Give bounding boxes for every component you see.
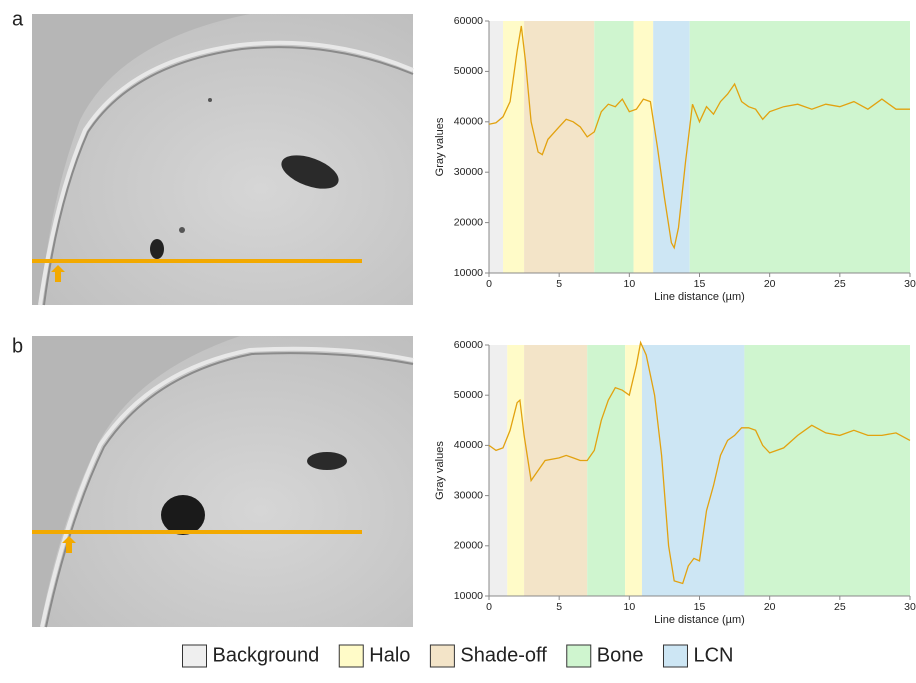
x-tick-label: 10 [623,278,635,290]
x-tick-label: 0 [486,278,492,290]
panel-label: a [12,8,24,30]
x-axis-title: Line distance (µm) [654,614,745,626]
y-tick-label: 10000 [454,590,483,602]
x-tick-label: 5 [556,601,562,613]
micrograph [32,336,413,627]
region-band [503,21,524,273]
legend-label: Background [213,644,320,666]
y-tick-label: 30000 [454,489,483,501]
x-tick-label: 20 [764,278,776,290]
region-band [489,345,507,596]
y-tick-label: 40000 [454,439,483,451]
y-axis-title: Gray values [434,117,446,176]
legend-swatch [567,645,591,667]
legend: Background Halo Shade-off Bone LCN [183,644,734,667]
x-tick-label: 30 [904,278,916,290]
legend-label: Halo [369,644,410,666]
y-tick-label: 60000 [454,15,483,27]
legend-swatch [430,645,454,667]
legend-label: Shade-off [460,644,547,666]
y-tick-label: 30000 [454,166,483,178]
legend-label: Bone [597,644,644,666]
micrograph [32,14,413,305]
region-band [634,21,654,273]
figure: a b Background Halo Shade-off Bone LCN 10000… [0,0,916,678]
y-tick-label: 40000 [454,116,483,128]
region-band [625,345,642,596]
legend-swatch [183,645,207,667]
region-band [524,21,594,273]
x-tick-label: 5 [556,278,562,290]
region-band [690,21,910,273]
legend-label: LCN [693,644,733,666]
y-tick-label: 50000 [454,389,483,401]
y-tick-label: 50000 [454,65,483,77]
x-tick-label: 0 [486,601,492,613]
legend-swatch [663,645,687,667]
region-band [594,21,633,273]
x-tick-label: 25 [834,278,846,290]
region-band [507,345,524,596]
x-tick-label: 15 [694,278,706,290]
x-tick-label: 10 [623,601,635,613]
y-tick-label: 10000 [454,267,483,279]
region-band [744,345,910,596]
region-band [489,21,503,273]
panel-label: b [12,335,23,357]
x-tick-label: 20 [764,601,776,613]
x-tick-label: 15 [694,601,706,613]
x-axis-title: Line distance (µm) [654,291,745,303]
x-tick-label: 30 [904,601,916,613]
y-tick-label: 60000 [454,339,483,351]
region-band [587,345,625,596]
x-tick-label: 25 [834,601,846,613]
y-tick-label: 20000 [454,540,483,552]
y-axis-title: Gray values [434,441,446,500]
region-band [524,345,587,596]
region-band [653,21,689,273]
y-tick-label: 20000 [454,216,483,228]
legend-swatch [339,645,363,667]
